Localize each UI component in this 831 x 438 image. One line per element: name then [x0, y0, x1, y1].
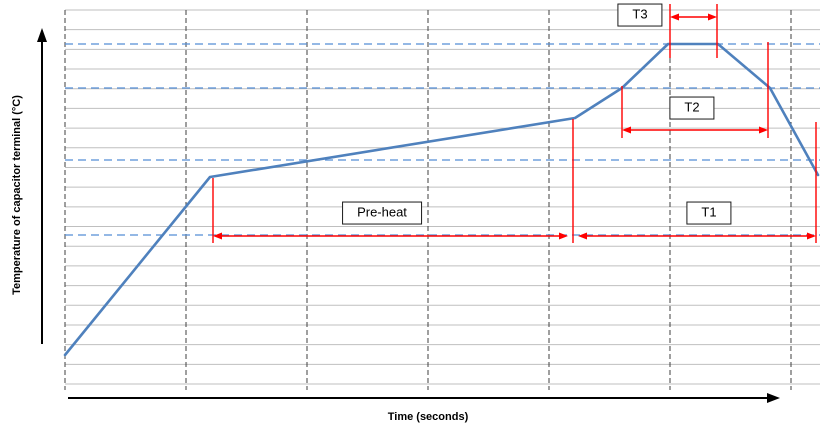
annotation-label-t1: T1: [686, 201, 732, 225]
y-axis-label: Temperature of capacitor terminal (°C): [11, 95, 23, 295]
annotation-label-preheat: Pre-heat: [342, 201, 422, 225]
annotation-label-t2: T2: [669, 96, 715, 120]
x-axis-label: Time (seconds): [387, 411, 469, 423]
annotation-label-t3: T3: [617, 3, 663, 27]
